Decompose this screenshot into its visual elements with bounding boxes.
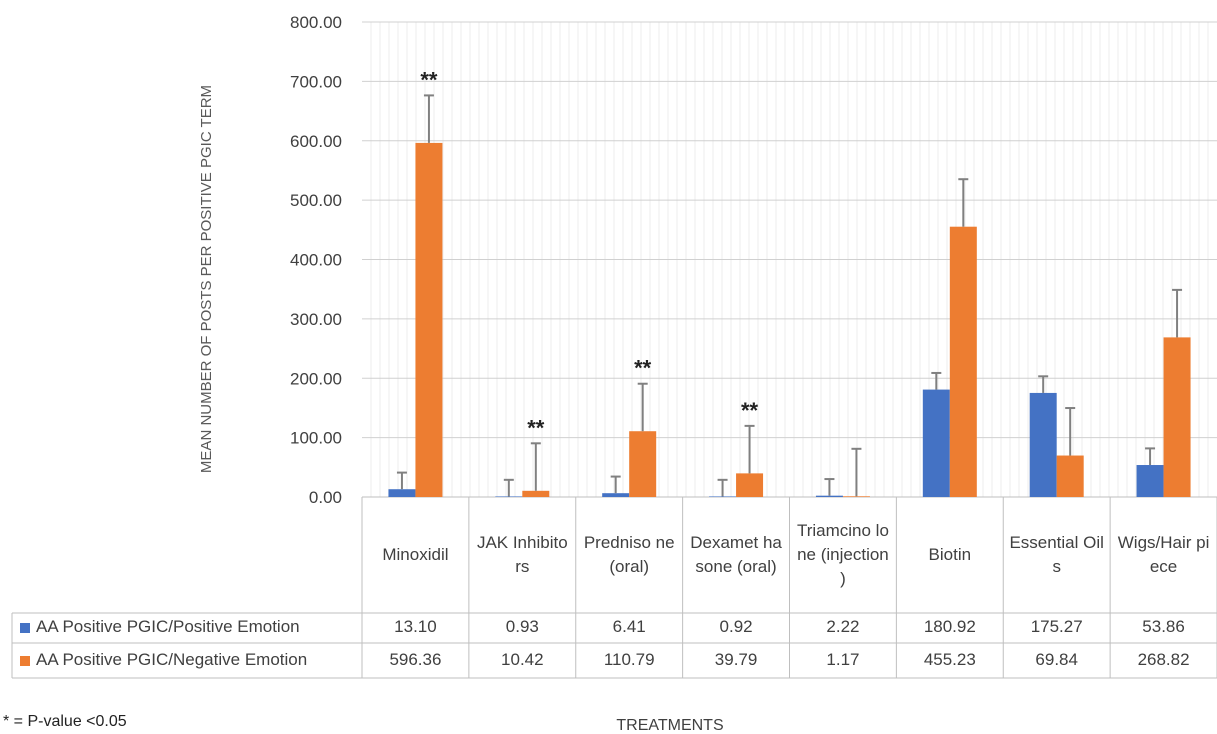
category-label: Dexamet hasone (oral) [690,533,782,576]
bar [602,493,630,497]
significance-mark: ** [420,67,438,92]
bar [815,495,843,497]
y-tick-label: 600.00 [290,132,342,151]
category-label: Essential Oils [1009,533,1104,576]
y-tick-label: 300.00 [290,310,342,329]
table-cell: 455.23 [923,649,976,669]
table-cell: 13.10 [394,617,437,636]
legend-label: AA Positive PGIC/Positive Emotion [36,617,300,636]
gridlines [362,21,1217,498]
bar [1136,465,1164,497]
x-axis-label: TREATMENTS [616,717,723,734]
bar [415,142,443,497]
table-cell: 0.93 [505,617,539,636]
y-tick-label: 400.00 [290,251,342,270]
y-axis-label: MEAN NUMBER OF POSTS PER POSITIVE PGIC T… [198,85,215,473]
table-cell: 53.86 [1142,617,1185,636]
bar [736,473,764,497]
y-tick-label: 0.00 [309,488,342,507]
category-label: Biotin [928,545,972,564]
table-cell: 0.92 [719,617,753,636]
table-cell: 180.92 [923,617,976,636]
significance-footnote: * = P-value <0.05 [3,713,127,730]
bar [522,490,550,497]
table-cell: 69.84 [1035,649,1078,669]
significance-marks: ** ** ** ** [420,67,758,440]
y-tick-label: 200.00 [290,369,342,388]
category-label: JAK Inhibitors [476,533,568,576]
legend-label: AA Positive PGIC/Negative Emotion [36,649,308,669]
bar [709,496,737,497]
y-tick-label: 500.00 [290,191,342,210]
table-cell: 268.82 [1137,649,1190,669]
legend-swatch [20,623,30,633]
table-cell: 10.42 [501,649,544,669]
bar [629,431,657,497]
table-cell: 110.79 [603,649,655,669]
significance-mark: ** [741,398,759,423]
bar [1056,455,1084,497]
category-label: Triamcino lone (injection ) [796,521,889,588]
bar [495,496,523,497]
category-label: Predniso ne (oral) [583,533,675,576]
table-cell: 39.79 [714,649,758,669]
y-tick-label: 800.00 [290,13,342,32]
table-cell: 175.27 [1030,617,1083,636]
bar [1163,337,1191,497]
table-cell: 2.22 [826,617,860,636]
bar [1029,392,1057,497]
bar [842,496,870,497]
significance-mark: ** [527,415,545,440]
table-cell: 6.41 [612,617,646,636]
category-label: Wigs/Hair piece [1117,533,1210,576]
y-tick-label: 700.00 [290,72,342,91]
legend-swatch [20,655,30,666]
table-cell: 1.17 [826,649,860,669]
bars [388,142,1191,497]
bar [949,226,977,497]
bar [922,389,950,497]
error-bars [396,94,1183,497]
y-axis-ticks: 0.00 100.00 200.00 300.00 400.00 500.00 600.00… [290,13,342,507]
significance-mark: ** [634,356,652,381]
category-label: Minoxidil [382,545,449,564]
y-tick-label: 100.00 [290,429,342,448]
table-cell: 596.36 [389,649,442,669]
bar [388,489,416,497]
